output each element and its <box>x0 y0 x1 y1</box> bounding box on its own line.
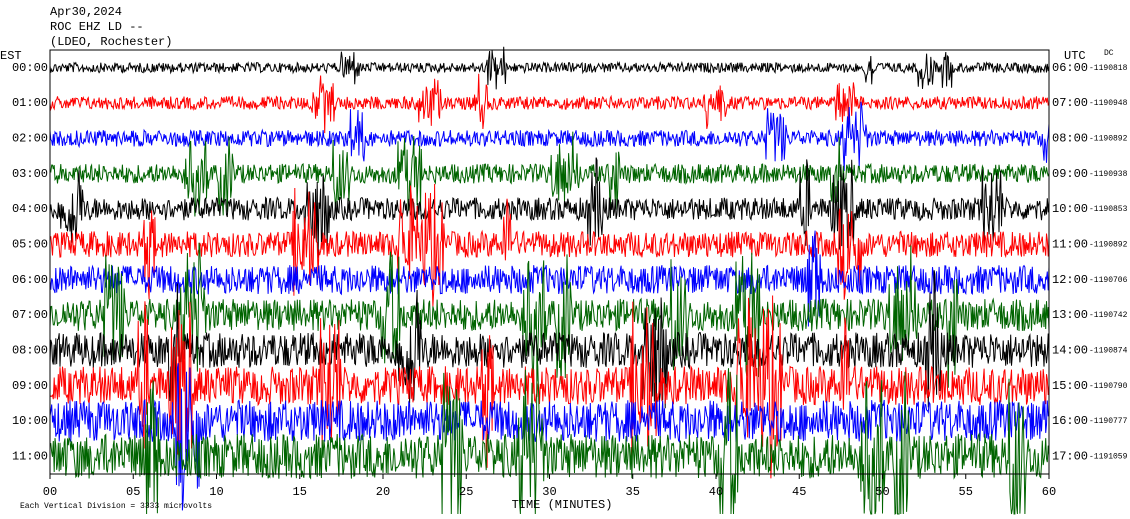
utc-label: 12:00 <box>1052 273 1088 287</box>
dc-label: DC <box>1104 49 1114 58</box>
x-tick-label: 40 <box>709 485 723 499</box>
x-tick-label: 25 <box>459 485 473 499</box>
utc-label: 16:00 <box>1052 414 1088 428</box>
dc-value: -1190874 <box>1089 346 1128 355</box>
dc-value: -1190790 <box>1089 382 1128 391</box>
utc-label: 08:00 <box>1052 132 1088 146</box>
est-label: 07:00 <box>12 308 48 322</box>
trace <box>49 157 1050 258</box>
trace <box>49 131 1050 218</box>
est-label: 10:00 <box>12 414 48 428</box>
trace <box>49 230 1050 327</box>
trace <box>49 355 1050 515</box>
est-label: 04:00 <box>12 202 48 216</box>
dc-value: -1190948 <box>1089 99 1128 108</box>
utc-label: 09:00 <box>1052 167 1088 181</box>
dc-value: -1190818 <box>1089 64 1128 73</box>
x-tick-label: 00 <box>43 485 57 499</box>
dc-value: -1190742 <box>1089 311 1128 320</box>
x-tick-label: 10 <box>209 485 223 499</box>
dc-value: -1190853 <box>1089 205 1128 214</box>
dc-value: -1190892 <box>1089 134 1128 143</box>
trace <box>49 183 1050 307</box>
est-label: 11:00 <box>12 450 48 464</box>
x-tick-label: 15 <box>293 485 307 499</box>
x-tick-label: 50 <box>875 485 889 499</box>
x-tick-label: 55 <box>959 485 973 499</box>
dc-value: -1190777 <box>1089 417 1128 426</box>
est-label: 06:00 <box>12 273 48 287</box>
x-tick-label: 35 <box>626 485 640 499</box>
dc-value: -1191059 <box>1089 452 1128 461</box>
trace <box>49 46 1050 90</box>
dc-value: -1190892 <box>1089 240 1128 249</box>
traces <box>49 46 1050 515</box>
dc-value: -1190706 <box>1089 276 1128 285</box>
est-label: 00:00 <box>12 61 48 75</box>
note: Each Vertical Division = 3333 microvolts <box>20 502 212 511</box>
x-tick-label: 45 <box>792 485 806 499</box>
left-axis-label: EST <box>0 49 22 63</box>
x-tick-label: 05 <box>126 485 140 499</box>
utc-label: 15:00 <box>1052 379 1088 393</box>
trace <box>49 270 1050 427</box>
title-line: (LDEO, Rochester) <box>50 35 172 49</box>
est-label: 08:00 <box>12 344 48 358</box>
est-label: 02:00 <box>12 132 48 146</box>
x-tick-label: 20 <box>376 485 390 499</box>
x-axis-label: TIME (MINUTES) <box>512 498 613 512</box>
utc-label: 11:00 <box>1052 238 1088 252</box>
est-label: 01:00 <box>12 96 48 110</box>
utc-label: 17:00 <box>1052 450 1088 464</box>
x-tick-label: 30 <box>542 485 556 499</box>
utc-label: 14:00 <box>1052 344 1088 358</box>
est-label: 03:00 <box>12 167 48 181</box>
title-line: ROC EHZ LD -- <box>50 20 144 34</box>
x-tick-label: 60 <box>1042 485 1056 499</box>
utc-label: 10:00 <box>1052 202 1088 216</box>
trace <box>49 101 1050 171</box>
utc-label: 07:00 <box>1052 96 1088 110</box>
title-line: Apr30,2024 <box>50 5 122 19</box>
trace <box>49 73 1050 134</box>
utc-label: 06:00 <box>1052 61 1088 75</box>
est-label: 09:00 <box>12 379 48 393</box>
dc-value: -1190938 <box>1089 170 1128 179</box>
utc-label: 13:00 <box>1052 308 1088 322</box>
est-label: 05:00 <box>12 238 48 252</box>
right-axis-label: UTC <box>1064 49 1086 63</box>
trace <box>49 242 1050 388</box>
trace <box>49 363 1050 511</box>
